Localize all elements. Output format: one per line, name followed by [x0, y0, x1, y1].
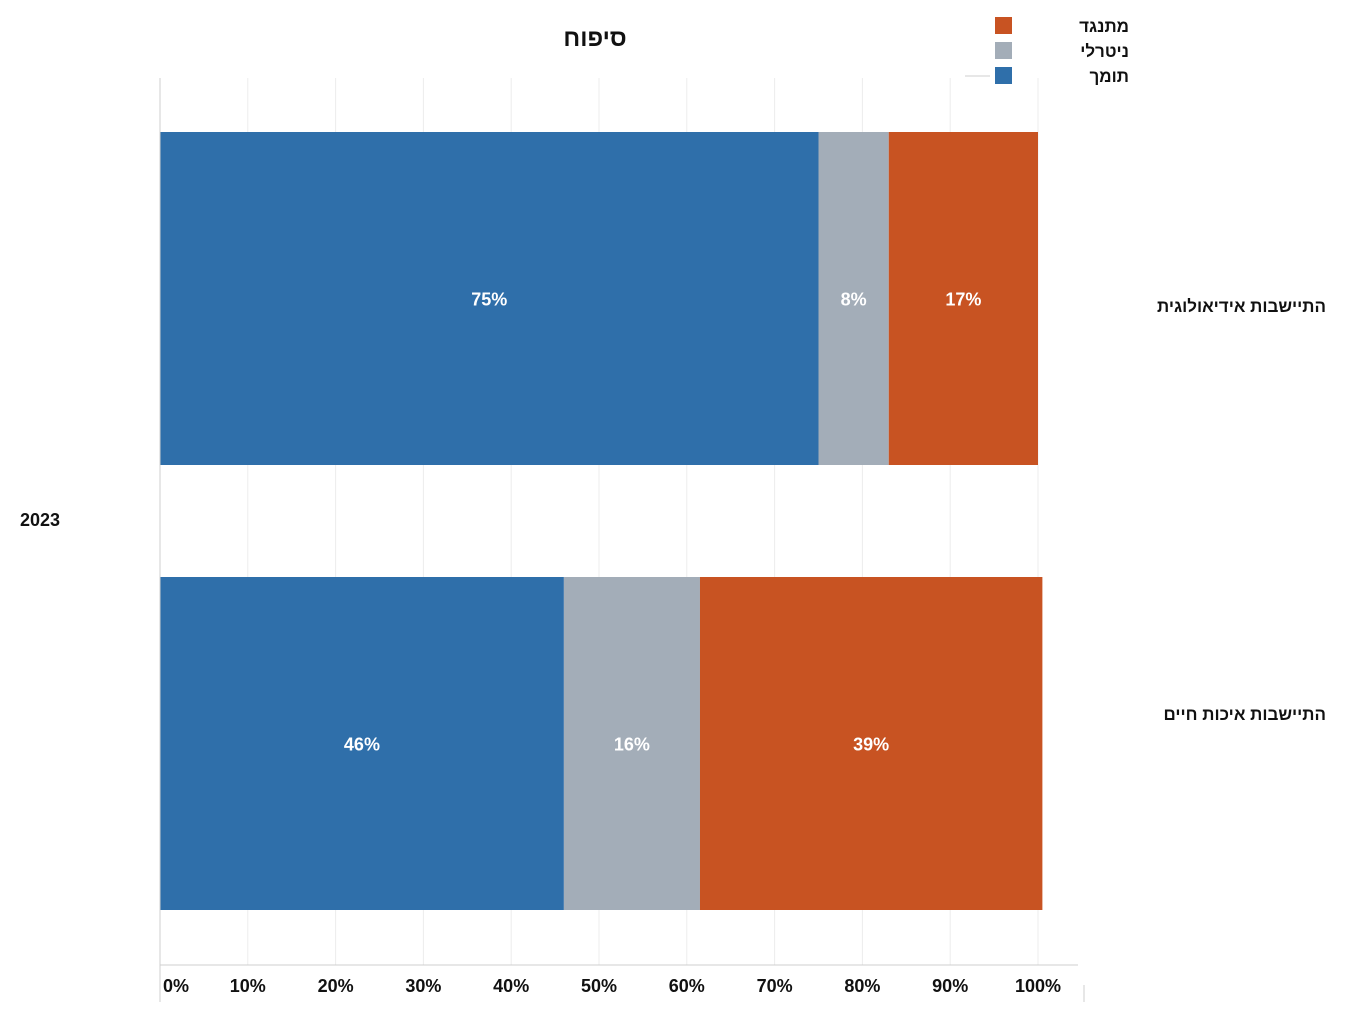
- legend-swatch: [995, 42, 1012, 59]
- data-label: 17%: [945, 290, 981, 310]
- x-axis: 0% 10% 20% 30% 40% 50% 60% 70% 80% 90% 100%: [159, 78, 1085, 1002]
- legend-label: ניטרלי: [1080, 42, 1129, 61]
- x-tick-label: 70%: [757, 976, 793, 996]
- data-label: 16%: [614, 735, 650, 755]
- category-label: התיישבות אידיאולוגית: [1157, 297, 1326, 316]
- bar-segment: [563, 577, 700, 910]
- x-tick-label: 60%: [669, 976, 705, 996]
- x-tick-label: 90%: [932, 976, 968, 996]
- bars: 75% 8% 17% 46% 16% 39%: [160, 132, 1043, 910]
- x-tick-label: 20%: [318, 976, 354, 996]
- data-label: 39%: [853, 735, 889, 755]
- category-labels: התיישבות אידיאולוגית התיישבות איכות חיים: [1157, 297, 1326, 724]
- group-label: 2023: [20, 510, 60, 530]
- x-tick-label: 0%: [163, 976, 189, 996]
- legend-label: תומך: [1090, 67, 1129, 86]
- bar-segment: [699, 577, 1043, 910]
- data-label: 8%: [841, 290, 867, 310]
- chart-title: סיפוח: [563, 25, 626, 52]
- bar-segment: [888, 132, 1038, 465]
- legend[interactable]: מתנגד ניטרלי תומך: [965, 17, 1129, 86]
- legend-swatch: [995, 67, 1012, 84]
- legend-label: מתנגד: [1079, 17, 1129, 36]
- x-tick-label: 80%: [844, 976, 880, 996]
- bar-segment: [160, 577, 564, 910]
- legend-swatch: [995, 17, 1012, 34]
- x-tick-label: 30%: [405, 976, 441, 996]
- x-tick-label: 10%: [230, 976, 266, 996]
- data-label: 75%: [471, 290, 507, 310]
- x-tick-label: 100%: [1015, 976, 1061, 996]
- category-label: התיישבות איכות חיים: [1164, 705, 1327, 724]
- bar-segment: [160, 132, 819, 465]
- x-tick-label: 50%: [581, 976, 617, 996]
- data-label: 46%: [344, 735, 380, 755]
- bar-segment: [818, 132, 889, 465]
- x-tick-label: 40%: [493, 976, 529, 996]
